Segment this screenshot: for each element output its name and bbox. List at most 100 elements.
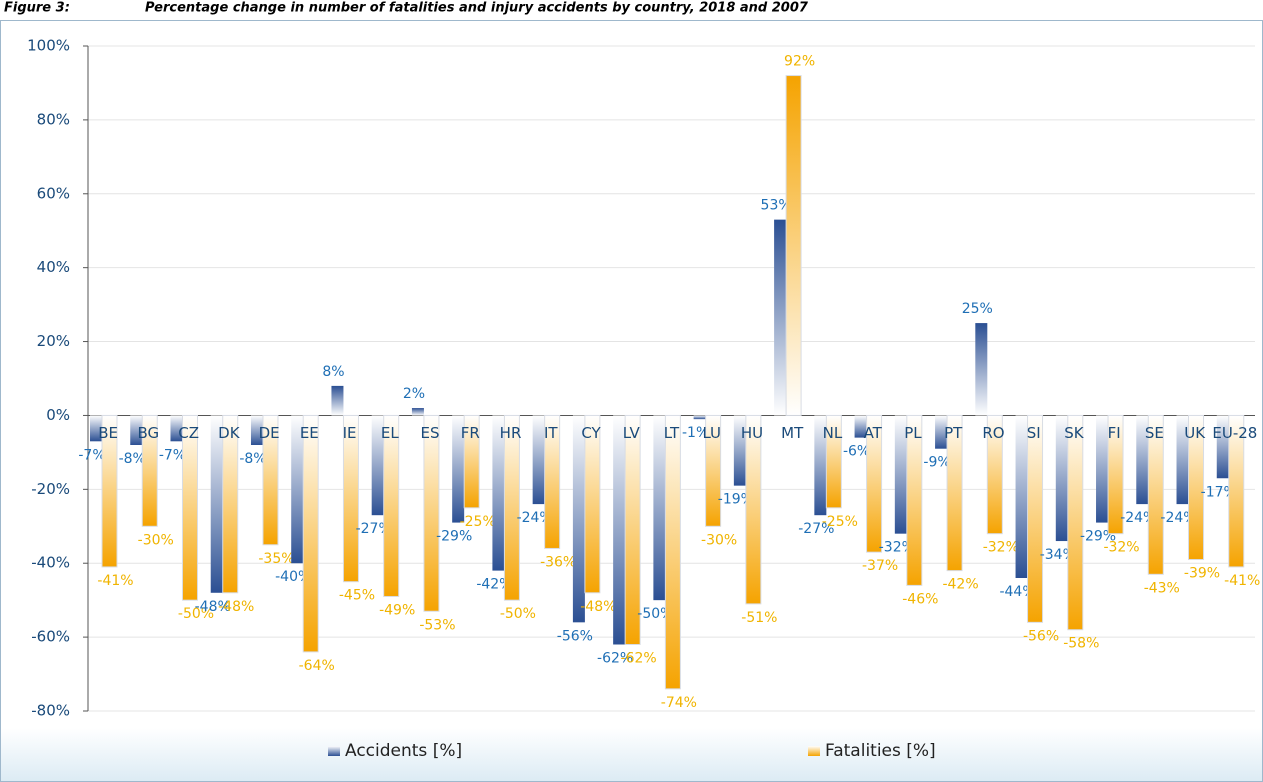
data-label: -24% xyxy=(1120,510,1156,526)
data-label: -64% xyxy=(299,658,335,674)
y-tick-label: -80% xyxy=(31,702,70,720)
data-label: -8% xyxy=(239,451,266,467)
data-label: -32% xyxy=(879,540,915,556)
bar xyxy=(250,415,263,445)
data-label: -27% xyxy=(798,521,834,537)
data-label: -42% xyxy=(476,577,512,593)
bar xyxy=(946,414,963,572)
data-label: -49% xyxy=(379,602,415,618)
data-label: -46% xyxy=(902,591,938,607)
legend-swatch xyxy=(808,746,820,756)
data-label: -24% xyxy=(517,510,553,526)
data-label: -41% xyxy=(97,573,133,589)
data-label: -32% xyxy=(983,540,1019,556)
y-tick-label: 80% xyxy=(37,110,70,128)
bar xyxy=(613,415,626,645)
bar xyxy=(503,414,520,601)
bar xyxy=(302,414,319,653)
data-label: 92% xyxy=(784,54,815,70)
bar xyxy=(1228,414,1245,568)
x-tick-label: HR xyxy=(500,424,522,442)
data-label: -7% xyxy=(159,447,186,463)
x-tick-label: EL xyxy=(381,424,399,442)
bar xyxy=(101,414,118,568)
bar xyxy=(653,415,666,601)
x-tick-label: IT xyxy=(544,424,558,442)
bar xyxy=(1216,415,1229,479)
data-label: -1% xyxy=(682,425,709,441)
x-tick-label: AT xyxy=(864,424,883,442)
data-label: -35% xyxy=(258,551,294,567)
y-tick-label: -40% xyxy=(31,554,70,572)
bar xyxy=(906,414,923,586)
data-label: -30% xyxy=(701,532,737,548)
data-label: -17% xyxy=(1201,484,1237,500)
bar xyxy=(1015,415,1028,578)
bar xyxy=(210,415,223,593)
bar xyxy=(624,414,641,646)
data-label: -42% xyxy=(942,577,978,593)
data-label: -30% xyxy=(138,532,174,548)
bar xyxy=(733,415,746,486)
data-label: 25% xyxy=(962,301,993,317)
bar xyxy=(222,414,239,594)
bar xyxy=(463,414,480,509)
bar xyxy=(492,415,505,571)
x-tick-label: LU xyxy=(702,424,721,442)
bar xyxy=(383,414,400,597)
bar xyxy=(664,414,681,690)
data-label: -53% xyxy=(419,617,455,633)
bar xyxy=(170,415,183,442)
bar xyxy=(1176,415,1189,505)
chart-title: Percentage change in number of fatalitie… xyxy=(145,1,809,16)
bar xyxy=(90,415,102,442)
data-label: 2% xyxy=(403,386,425,402)
bar xyxy=(825,414,842,509)
y-tick-label: 20% xyxy=(37,332,70,350)
x-tick-label: LT xyxy=(664,424,680,442)
bar xyxy=(935,415,948,449)
data-label: -56% xyxy=(1023,628,1059,644)
x-tick-label: HU xyxy=(741,424,763,442)
bar xyxy=(1188,414,1205,561)
legend-band xyxy=(1,728,1262,781)
x-tick-label: DE xyxy=(259,424,280,442)
data-label: -6% xyxy=(843,444,870,460)
data-label: -29% xyxy=(1080,529,1116,545)
bar xyxy=(452,415,465,523)
legend-label: Fatalities [%] xyxy=(825,741,936,761)
figure-label: Figure 3: xyxy=(4,1,70,16)
data-label: -9% xyxy=(923,455,950,471)
x-tick-label: PL xyxy=(904,424,922,442)
y-tick-label: -20% xyxy=(31,480,70,498)
data-label: -24% xyxy=(1160,510,1196,526)
x-tick-label: DK xyxy=(218,424,241,442)
data-label: -58% xyxy=(1063,636,1099,652)
bar xyxy=(774,219,787,416)
bar xyxy=(1027,414,1044,623)
bar xyxy=(745,414,762,605)
data-label: -50% xyxy=(637,606,673,622)
bar xyxy=(141,414,158,527)
bar xyxy=(1096,415,1109,523)
x-tick-label: IE xyxy=(343,424,357,442)
data-label: -74% xyxy=(661,695,697,711)
x-tick-label: CZ xyxy=(178,424,199,442)
bar xyxy=(814,415,827,516)
bar xyxy=(986,414,1003,535)
x-tick-label: BG xyxy=(138,424,160,442)
data-label: -37% xyxy=(862,558,898,574)
data-label: -8% xyxy=(119,451,146,467)
data-label: -43% xyxy=(1144,580,1180,596)
data-label: -32% xyxy=(1103,540,1139,556)
bar xyxy=(331,385,344,416)
bar xyxy=(423,414,440,612)
bar xyxy=(866,414,883,553)
bar xyxy=(130,415,143,445)
bar xyxy=(544,414,561,549)
legend-label: Accidents [%] xyxy=(345,741,462,761)
data-label: -48% xyxy=(580,599,616,615)
x-tick-label: SE xyxy=(1145,424,1164,442)
bar xyxy=(371,415,384,516)
